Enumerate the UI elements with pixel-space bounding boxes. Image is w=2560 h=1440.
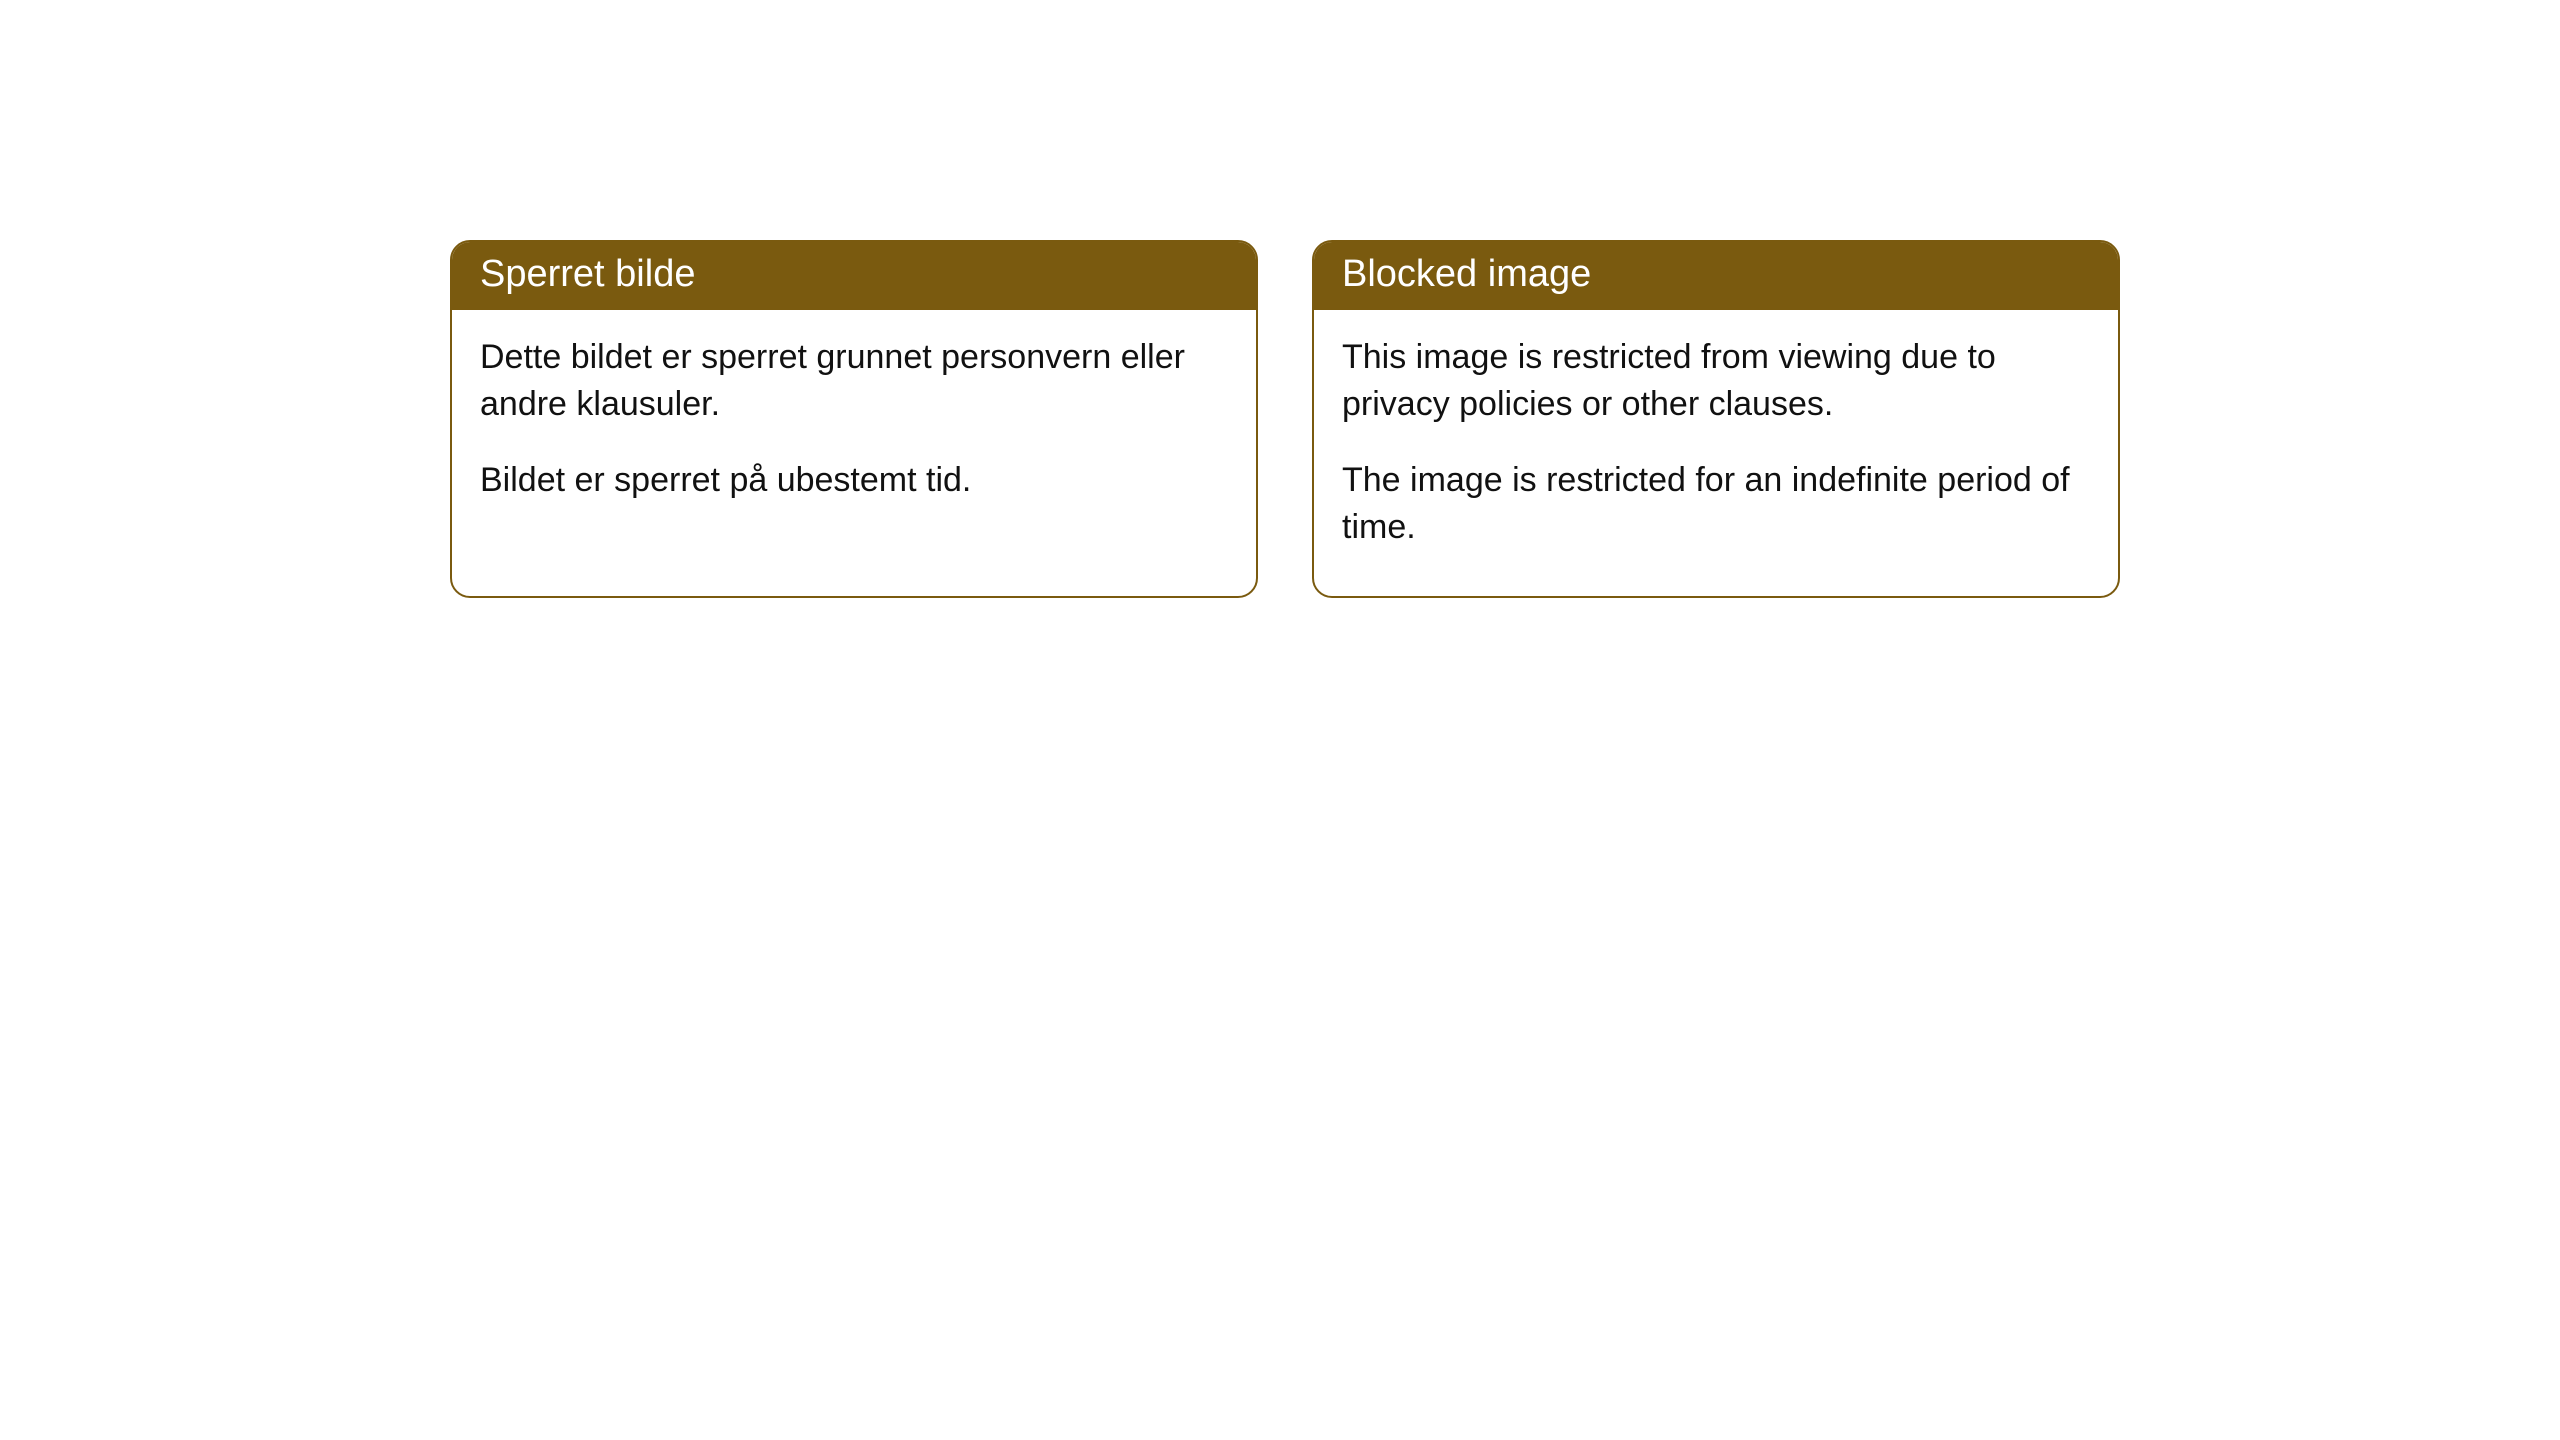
notice-paragraph: Bildet er sperret på ubestemt tid. [480, 457, 1228, 505]
notice-body-norwegian: Dette bildet er sperret grunnet personve… [452, 310, 1256, 549]
notice-paragraph: The image is restricted for an indefinit… [1342, 457, 2090, 552]
notice-card-english: Blocked image This image is restricted f… [1312, 240, 2120, 598]
notice-paragraph: This image is restricted from viewing du… [1342, 334, 2090, 429]
notice-body-english: This image is restricted from viewing du… [1314, 310, 2118, 596]
notice-container: Sperret bilde Dette bildet er sperret gr… [0, 0, 2560, 598]
notice-title-english: Blocked image [1314, 242, 2118, 310]
notice-paragraph: Dette bildet er sperret grunnet personve… [480, 334, 1228, 429]
notice-title-norwegian: Sperret bilde [452, 242, 1256, 310]
notice-card-norwegian: Sperret bilde Dette bildet er sperret gr… [450, 240, 1258, 598]
